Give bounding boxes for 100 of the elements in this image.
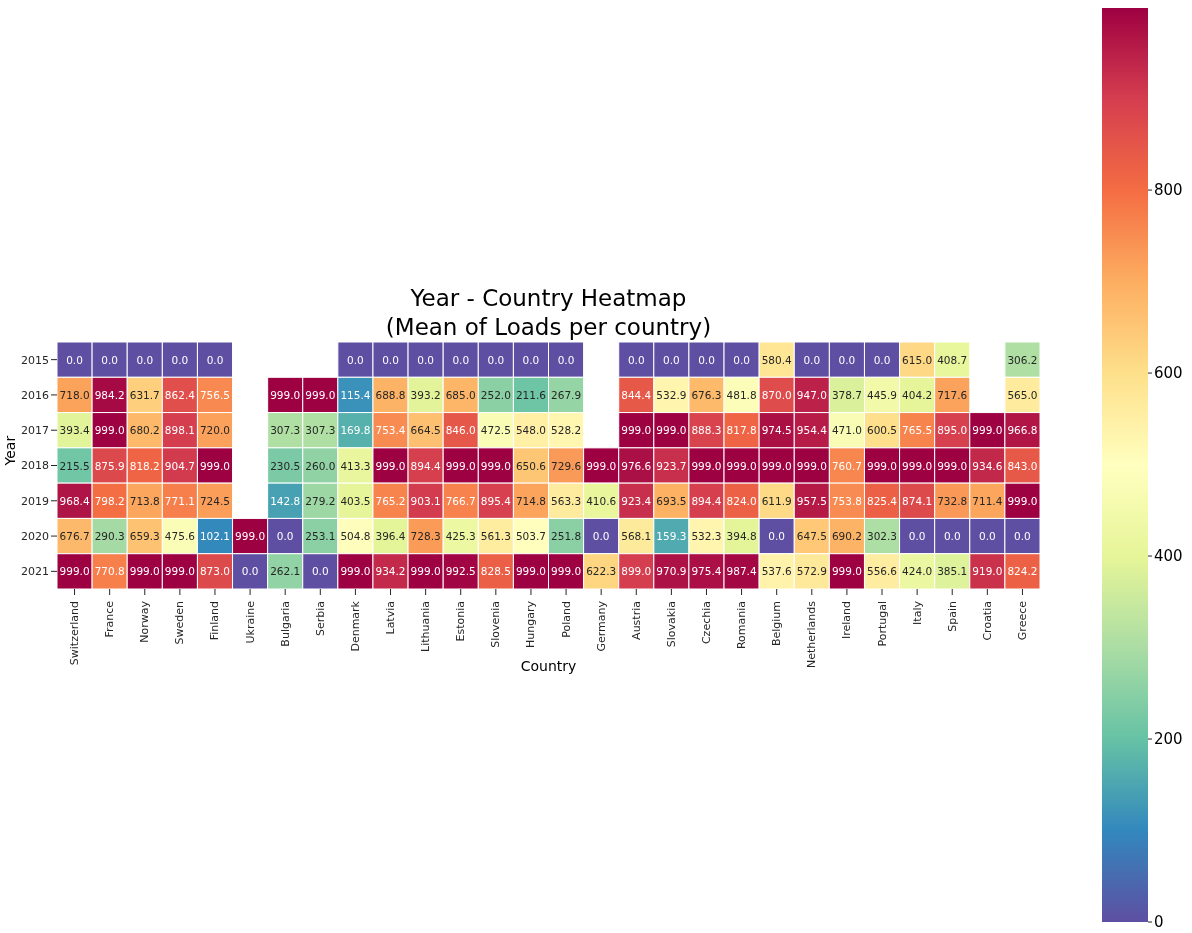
data-label: 888.3: [691, 424, 722, 437]
data-label: 899.0: [621, 565, 652, 578]
data-label: 966.8: [1007, 424, 1038, 437]
data-label: 798.2: [94, 494, 125, 507]
data-label: 0.0: [768, 530, 786, 543]
data-label: 954.4: [796, 424, 828, 437]
color-bar-label: 200: [1154, 730, 1183, 749]
data-label: 999.0: [691, 459, 722, 472]
y-tick-label: 2021: [21, 565, 49, 579]
data-label: 934.2: [375, 565, 406, 578]
data-label: 378.7: [831, 388, 862, 401]
data-label: 999.0: [937, 459, 968, 472]
data-label: 307.3: [270, 424, 301, 437]
data-label: 999.0: [1007, 494, 1038, 507]
data-label: 825.4: [866, 494, 898, 507]
data-label: 770.8: [94, 565, 125, 578]
data-label: 290.3: [94, 530, 125, 543]
data-label: 999.0: [796, 459, 827, 472]
data-label: 408.7: [937, 353, 968, 366]
data-label: 999.0: [586, 459, 617, 472]
data-label: 895.0: [937, 424, 968, 437]
data-label: 580.4: [761, 353, 793, 366]
data-label: 650.6: [515, 459, 547, 472]
data-label: 976.6: [621, 459, 652, 472]
x-tick-label: Croatia: [980, 601, 994, 641]
data-label: 472.5: [480, 424, 511, 437]
data-label: 685.0: [445, 388, 476, 401]
data-label: 844.4: [621, 388, 652, 401]
data-label: 302.3: [866, 530, 898, 543]
data-label: 870.0: [761, 388, 792, 401]
data-label: 445.9: [866, 388, 898, 401]
data-label: 753.4: [375, 424, 406, 437]
data-label: 306.2: [1007, 353, 1038, 366]
data-label: 999.0: [726, 459, 757, 472]
data-label: 0.0: [241, 565, 259, 578]
data-label: 115.4: [340, 388, 371, 401]
data-label: 556.6: [866, 565, 898, 578]
data-label: 753.8: [831, 494, 862, 507]
data-label: 0.0: [592, 530, 610, 543]
data-label: 600.5: [866, 424, 898, 437]
data-label: 846.0: [445, 424, 476, 437]
data-label: 999.0: [866, 459, 898, 472]
data-label: 729.6: [551, 459, 582, 472]
data-label: 974.5: [761, 424, 792, 437]
data-label: 0.0: [557, 353, 575, 366]
data-label: 403.5: [340, 494, 371, 507]
data-label: 999.0: [59, 565, 90, 578]
x-tick-label: Spain: [945, 600, 959, 632]
data-label: 999.0: [551, 565, 582, 578]
data-label: 0.0: [417, 353, 434, 366]
data-label: 999.0: [480, 459, 511, 472]
x-tick-label: Greece: [1015, 600, 1029, 641]
x-tick-label: Germany: [594, 600, 608, 652]
data-label: 895.4: [480, 494, 512, 507]
data-label: 279.2: [305, 494, 336, 507]
data-label: 0.0: [803, 353, 821, 366]
data-label: 862.4: [164, 388, 196, 401]
data-label: 999.0: [199, 459, 231, 472]
data-label: 262.1: [270, 565, 301, 578]
data-label: 690.2: [831, 530, 862, 543]
data-label: 714.8: [515, 494, 546, 507]
data-label: 0.0: [171, 353, 189, 366]
data-label: 396.4: [375, 530, 406, 543]
data-label: 999.0: [340, 565, 371, 578]
data-label: 711.4: [972, 494, 1003, 507]
data-label: 647.5: [796, 530, 827, 543]
data-label: 693.5: [656, 494, 687, 507]
data-label: 169.8: [340, 424, 371, 437]
y-axis-title: Year: [1, 435, 18, 467]
data-label: 565.0: [1007, 388, 1038, 401]
data-label: 251.8: [551, 530, 582, 543]
x-tick-label: Lithuania: [419, 601, 433, 652]
data-label: 0.0: [452, 353, 470, 366]
data-label: 0.0: [978, 530, 996, 543]
color-bar-label: 0: [1154, 913, 1164, 931]
data-label: 984.2: [94, 388, 125, 401]
data-label: 385.1: [937, 565, 968, 578]
data-label: 615.0: [902, 353, 933, 366]
data-label: 413.3: [340, 459, 371, 472]
data-label: 765.2: [375, 494, 406, 507]
data-label: 688.8: [375, 388, 406, 401]
data-label: 947.0: [796, 388, 827, 401]
data-label: 0.0: [487, 353, 505, 366]
data-label: 873.0: [199, 565, 231, 578]
data-label: 267.9: [551, 388, 582, 401]
data-label: 0.0: [943, 530, 961, 543]
data-label: 0.0: [663, 353, 680, 366]
data-label: 999.0: [94, 424, 125, 437]
data-label: 0.0: [838, 353, 856, 366]
data-label: 999.0: [445, 459, 476, 472]
data-label: 471.0: [831, 424, 862, 437]
x-tick-label: Ireland: [840, 601, 854, 640]
data-label: 999.0: [972, 424, 1003, 437]
data-label: 394.8: [726, 530, 757, 543]
data-label: 903.1: [410, 494, 441, 507]
data-label: 393.4: [59, 424, 90, 437]
data-label: 252.0: [480, 388, 511, 401]
x-tick-label: Sweden: [173, 600, 187, 645]
data-label: 230.5: [270, 459, 301, 472]
data-label: 159.3: [656, 530, 687, 543]
